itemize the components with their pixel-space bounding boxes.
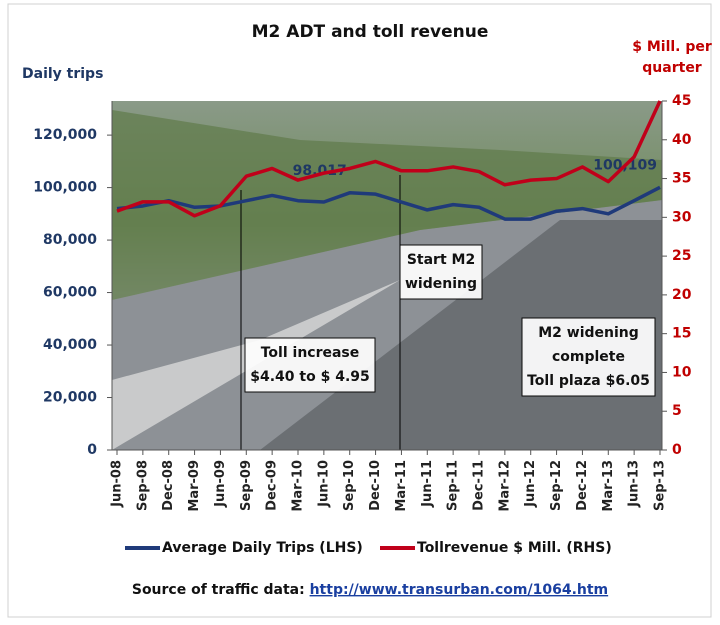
x-tick-label: Mar-12 (497, 460, 512, 512)
y2-axis-title: quarter (642, 60, 702, 76)
y2-tick-label: 30 (672, 209, 692, 225)
y-tick-label: 0 (87, 442, 97, 458)
x-tick-label: Dec-12 (575, 460, 590, 511)
x-tick-label: Dec-08 (161, 460, 176, 511)
annotation-text: M2 widening (538, 325, 639, 341)
source-text: Source of traffic data: http://www.trans… (132, 582, 608, 598)
y-tick-label: 120,000 (33, 127, 97, 143)
y-tick-label: 40,000 (43, 337, 97, 353)
annotation-text: Toll increase (261, 345, 360, 361)
annotation-text: widening (405, 276, 477, 292)
x-tick-label: Sep-08 (135, 460, 150, 511)
source-link[interactable]: http://www.transurban.com/1064.htm (310, 582, 609, 598)
x-tick-label: Mar-10 (291, 460, 306, 512)
x-tick-label: Jun-12 (523, 460, 538, 508)
y2-tick-label: 15 (672, 326, 691, 342)
y2-tick-label: 0 (672, 442, 682, 458)
y-tick-label: 20,000 (43, 390, 97, 406)
annotation: Toll increase $4.40 to $ 4.95 (245, 338, 375, 392)
y2-tick-label: 35 (672, 171, 691, 187)
x-tick-label: Sep-12 (549, 460, 564, 511)
y2-tick-label: 25 (672, 248, 691, 264)
x-tick-label: Jun-10 (316, 460, 331, 508)
legend-label: Tollrevenue $ Mill. (RHS) (417, 540, 612, 556)
y2-axis-title: $ Mill. per (632, 39, 712, 55)
legend-label: Average Daily Trips (LHS) (162, 540, 363, 556)
x-tick-label: Mar-13 (601, 460, 616, 512)
y-tick-label: 80,000 (43, 232, 97, 248)
chart-title: M2 ADT and toll revenue (252, 22, 489, 42)
y2-tick-label: 45 (672, 93, 691, 109)
x-tick-label: Mar-09 (187, 460, 202, 512)
source-label: Source of traffic data: (132, 582, 310, 598)
y-tick-label: 60,000 (43, 285, 97, 301)
x-tick-label: Jun-09 (213, 460, 228, 508)
annotation-text: $4.40 to $ 4.95 (250, 369, 370, 385)
annotation-text: Toll plaza $6.05 (527, 373, 650, 389)
annotation-text: Start M2 (407, 252, 475, 268)
y2-tick-label: 20 (672, 287, 692, 303)
source: Source of traffic data: http://www.trans… (132, 582, 608, 598)
y-axis-title: Daily trips (22, 66, 103, 82)
annotation-text: complete (552, 349, 625, 365)
x-tick-label: Sep-13 (653, 460, 668, 511)
page: {"chart_data": { "type": "line", "title"… (0, 0, 720, 621)
annotation: Start M2 widening (400, 245, 482, 299)
x-tick-label: Jun-08 (110, 460, 125, 508)
y2-tick-label: 10 (672, 364, 692, 380)
chart: M2 ADT and toll revenue Daily trips $ Mi… (0, 0, 720, 621)
x-tick-label: Dec-11 (472, 460, 487, 511)
annotation: M2 widening complete Toll plaza $6.05 (522, 318, 655, 396)
x-tick-label: Sep-11 (446, 460, 461, 511)
x-tick-label: Dec-09 (265, 460, 280, 511)
y2-tick-label: 5 (672, 403, 682, 419)
x-tick-label: Mar-11 (394, 460, 409, 512)
y2-tick-label: 40 (672, 132, 692, 148)
y-tick-label: 100,000 (33, 180, 97, 196)
x-tick-label: Sep-10 (342, 460, 357, 511)
x-tick-label: Jun-11 (420, 460, 435, 508)
x-tick-label: Sep-09 (239, 460, 254, 511)
background-photo (112, 101, 662, 450)
x-tick-label: Dec-10 (368, 460, 383, 511)
x-tick-label: Jun-13 (627, 460, 642, 508)
